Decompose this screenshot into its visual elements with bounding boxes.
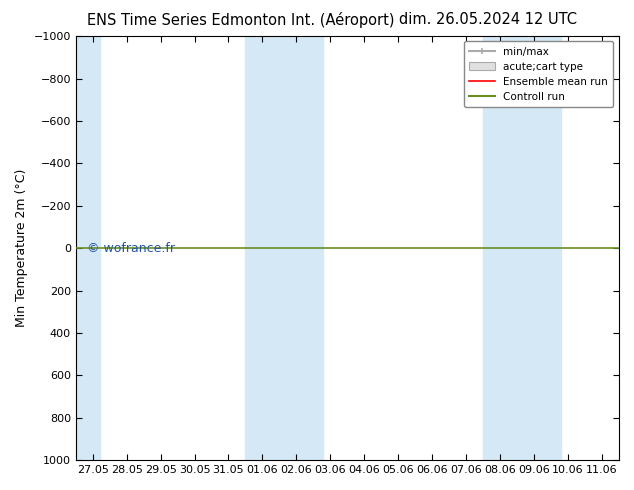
Bar <box>76 36 100 460</box>
Legend: min/max, acute;cart type, Ensemble mean run, Controll run: min/max, acute;cart type, Ensemble mean … <box>464 41 613 107</box>
Text: dim. 26.05.2024 12 UTC: dim. 26.05.2024 12 UTC <box>399 12 577 27</box>
Bar <box>245 36 323 460</box>
Bar <box>483 36 561 460</box>
Text: ENS Time Series Edmonton Int. (Aéroport): ENS Time Series Edmonton Int. (Aéroport) <box>87 12 395 28</box>
Text: © wofrance.fr: © wofrance.fr <box>87 243 174 255</box>
Y-axis label: Min Temperature 2m (°C): Min Temperature 2m (°C) <box>15 169 28 327</box>
